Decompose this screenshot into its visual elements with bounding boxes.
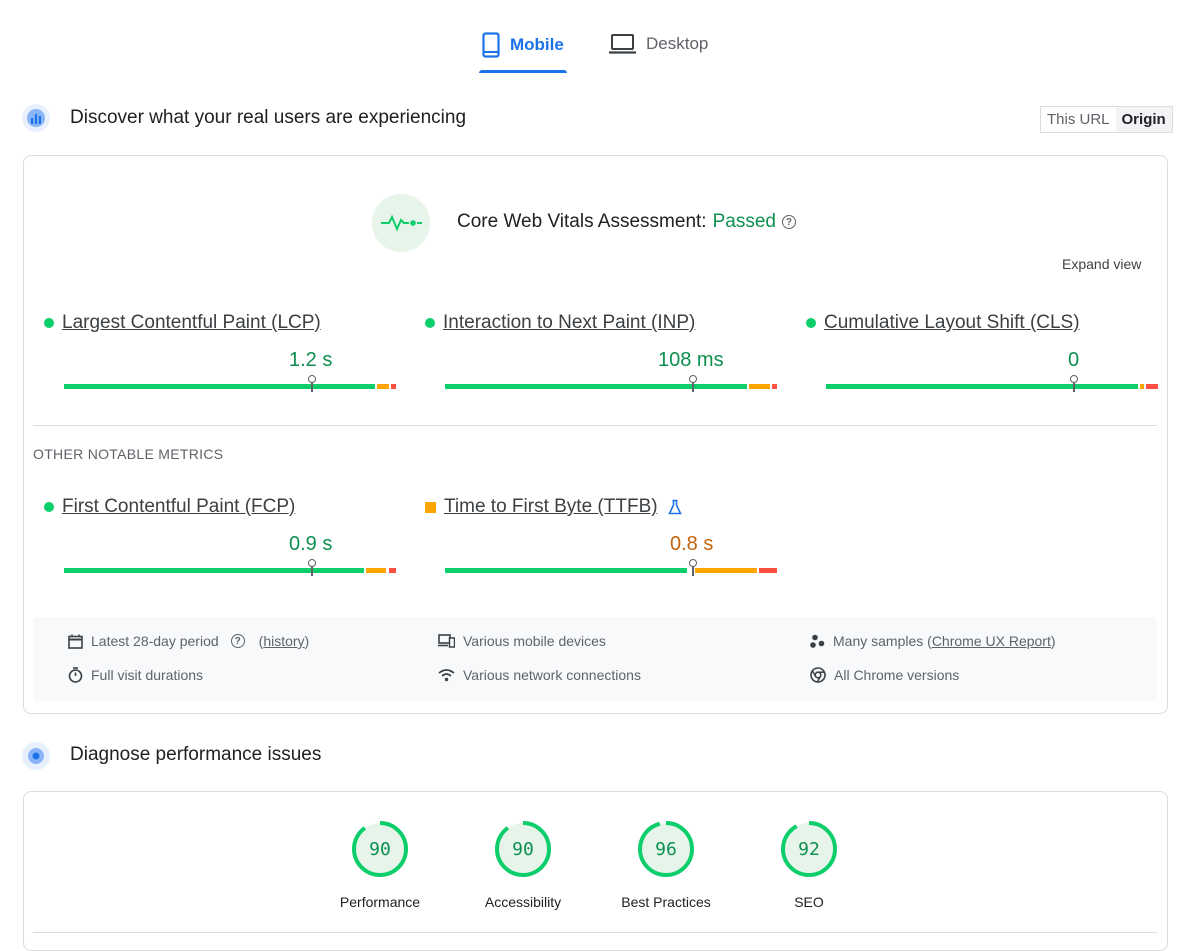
metric-lcp-distribution-bar: [64, 375, 396, 392]
score-accessibility-label: Accessibility: [484, 894, 562, 910]
p75-marker: [1070, 375, 1078, 393]
gauge-background: [640, 823, 692, 875]
metric-fcp: First Contentful Paint (FCP) 0.9 s: [44, 496, 396, 586]
gauge-background: [354, 823, 406, 875]
cwv-assessment: Core Web Vitals Assessment: Passed ?: [457, 211, 796, 233]
calendar-icon: [68, 634, 83, 649]
durations-info: Full visit durations: [68, 667, 203, 683]
expand-view-link[interactable]: Expand view: [1062, 256, 1142, 272]
diagnose-title: Diagnose performance issues: [70, 744, 322, 765]
help-icon[interactable]: ?: [230, 634, 245, 648]
period-label: Latest 28-day period: [91, 633, 219, 649]
metric-cls-name[interactable]: Cumulative Layout Shift (CLS): [824, 312, 1080, 333]
lab-data-card: [23, 791, 1168, 951]
tab-desktop[interactable]: Desktop: [609, 33, 708, 55]
metric-lcp-value: 1.2 s: [289, 349, 333, 371]
score-performance-value: 90: [369, 838, 391, 860]
score-best-practices-label: Best Practices: [621, 894, 711, 910]
good-rating-icon: [425, 318, 435, 328]
flask-icon: [667, 499, 682, 515]
needs-improvement-rating-icon: [425, 501, 436, 513]
network-info: Various network connections: [438, 667, 641, 683]
metric-fcp-name[interactable]: First Contentful Paint (FCP): [62, 496, 296, 517]
help-icon[interactable]: ?: [781, 215, 796, 229]
p75-marker: [308, 375, 316, 393]
chrome-icon: [810, 667, 826, 683]
metric-fcp-distribution-bar: [64, 559, 396, 576]
good-rating-icon: [806, 318, 816, 328]
metric-inp-distribution-bar: [445, 375, 777, 392]
durations-label: Full visit durations: [91, 667, 204, 683]
metric-ttfb-name[interactable]: Time to First Byte (TTFB): [444, 496, 658, 517]
samples-prefix: Many samples (: [833, 633, 932, 649]
other-metrics-heading: OTHER NOTABLE METRICS: [33, 446, 224, 462]
phone-icon: [482, 32, 500, 58]
gauge-arc: [781, 821, 837, 877]
score-seo[interactable]: 92 SEO: [754, 820, 864, 910]
metric-ttfb-distribution-bar: [445, 559, 777, 576]
active-tab-indicator: [479, 70, 567, 73]
score-performance[interactable]: 90 Performance: [325, 820, 435, 910]
score-accessibility[interactable]: 90 Accessibility: [468, 820, 578, 910]
score-performance-label: Performance: [339, 894, 421, 910]
lighthouse-icon: [22, 742, 50, 775]
good-rating-icon: [44, 502, 54, 512]
cwv-assessment-label: Core Web Vitals Assessment:: [457, 211, 707, 232]
cwv-assessment-status: Passed: [712, 211, 776, 232]
tab-desktop-label: Desktop: [646, 34, 709, 53]
metric-lcp: Largest Contentful Paint (LCP) 1.2 s: [44, 312, 396, 402]
score-best-practices[interactable]: 96 Best Practices: [611, 820, 721, 910]
heartbeat-icon: [372, 194, 430, 257]
this-url-button[interactable]: This URL: [1047, 111, 1110, 128]
metric-inp-value: 108 ms: [658, 349, 724, 371]
metric-fcp-value: 0.9 s: [289, 533, 333, 555]
score-accessibility-value: 90: [512, 838, 534, 860]
score-best-practices-value: 96: [655, 838, 677, 860]
timer-icon: [68, 667, 83, 683]
history-link[interactable]: history: [263, 633, 305, 649]
origin-button[interactable]: Origin: [1115, 107, 1172, 132]
good-rating-icon: [44, 318, 54, 328]
devices-info: Various mobile devices: [438, 633, 606, 649]
samples-icon: [810, 634, 825, 648]
field-data-title: Discover what your real users are experi…: [70, 107, 467, 128]
metric-inp: Interaction to Next Paint (INP) 108 ms: [425, 312, 777, 402]
tab-mobile[interactable]: Mobile: [482, 32, 564, 58]
laptop-icon: [609, 34, 636, 54]
metric-ttfb: Time to First Byte (TTFB) 0.8 s: [425, 496, 777, 586]
score-seo-label: SEO: [794, 894, 824, 910]
gauge-arc: [495, 821, 551, 877]
tab-mobile-label: Mobile: [510, 35, 564, 54]
metric-cls-value: 0: [1068, 349, 1080, 371]
p75-marker: [308, 559, 316, 577]
samples-info: Many samples (Chrome UX Report): [810, 633, 1056, 649]
metric-cls: Cumulative Layout Shift (CLS) 0: [806, 312, 1158, 402]
versions-info: All Chrome versions: [810, 667, 959, 683]
versions-label: All Chrome versions: [834, 667, 960, 683]
metric-lcp-name[interactable]: Largest Contentful Paint (LCP): [62, 312, 321, 333]
chrome-ux-report-link[interactable]: Chrome UX Report: [931, 633, 1051, 649]
devices-icon: [438, 634, 455, 648]
samples-suffix: ): [1050, 633, 1056, 649]
metric-ttfb-value: 0.8 s: [670, 533, 714, 555]
field-data-icon: [22, 104, 50, 137]
metric-cls-distribution-bar: [826, 375, 1158, 392]
gauge-arc: [352, 821, 408, 877]
p75-marker: [689, 375, 697, 393]
bottom-divider: [33, 932, 1157, 933]
p75-marker: [689, 559, 697, 577]
wifi-icon: [438, 669, 455, 682]
data-info-panel: [33, 617, 1157, 701]
period-info: Latest 28-day period ? (history): [68, 633, 309, 649]
devices-label: Various mobile devices: [463, 633, 606, 649]
url-origin-toggle: This URL Origin: [1040, 106, 1173, 133]
gauge-background: [783, 823, 835, 875]
gauge-background: [497, 823, 549, 875]
network-label: Various network connections: [463, 667, 641, 683]
gauge-arc: [638, 821, 694, 877]
score-seo-value: 92: [798, 838, 820, 860]
section-divider: [33, 425, 1157, 426]
metric-inp-name[interactable]: Interaction to Next Paint (INP): [443, 312, 696, 333]
